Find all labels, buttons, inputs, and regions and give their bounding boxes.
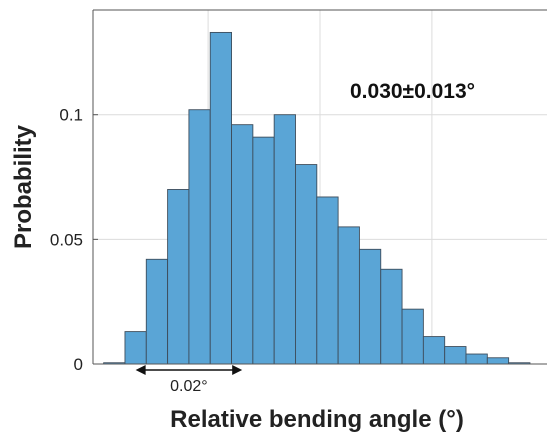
y-ticks: 0 0.05 0.1 [50, 106, 98, 374]
annotation-text: 0.030±0.013° [350, 80, 475, 103]
span-arrow-right-head [232, 365, 243, 375]
span-label: 0.02° [170, 378, 208, 395]
histogram-bar [422, 336, 446, 365]
axes [92, 9, 547, 365]
histogram-bar [486, 357, 510, 365]
histogram-bar [124, 331, 147, 365]
bars [103, 31, 531, 365]
histogram-bar [401, 308, 424, 365]
histogram-bar [380, 268, 403, 365]
histogram-bar [252, 136, 275, 365]
histogram-bar [188, 109, 211, 365]
histogram-bar [209, 31, 232, 365]
histogram-bar [145, 258, 169, 365]
x-axis-title: Relative bending angle (°) [170, 406, 464, 433]
y-tick-label: 0 [74, 355, 83, 374]
histogram-bar [465, 353, 488, 365]
span-indicator: 0.02° [135, 365, 243, 395]
histogram-bar [273, 114, 296, 365]
y-tick-label: 0.1 [59, 106, 83, 125]
histogram-bar [358, 248, 382, 365]
histogram-bar [295, 164, 318, 365]
histogram-bar [231, 124, 254, 365]
histogram-bar [167, 189, 190, 365]
histogram-bar [337, 226, 360, 365]
span-arrow-left-head [135, 365, 146, 375]
histogram-bar [316, 196, 339, 365]
y-axis-title: Probability [10, 124, 37, 249]
y-tick-label: 0.05 [50, 230, 83, 249]
histogram-bar [444, 346, 467, 365]
